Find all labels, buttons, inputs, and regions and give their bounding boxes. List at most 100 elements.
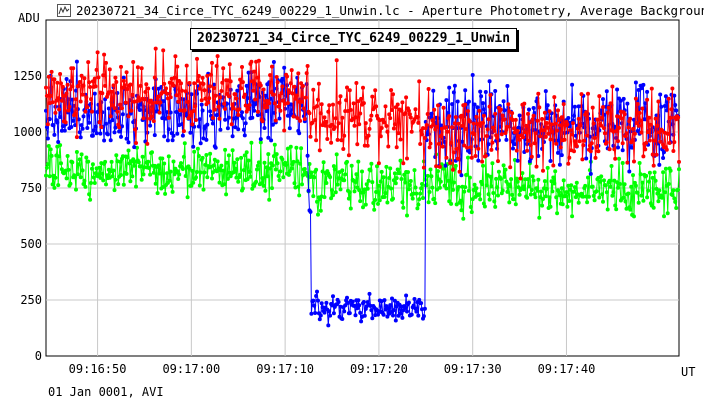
data-point xyxy=(620,161,625,165)
data-point xyxy=(567,199,572,203)
data-point xyxy=(561,178,566,183)
data-point xyxy=(342,133,347,138)
data-point xyxy=(601,199,605,204)
data-point xyxy=(637,161,642,165)
data-point xyxy=(511,146,515,151)
data-point xyxy=(236,112,241,117)
data-point xyxy=(389,88,394,93)
data-point xyxy=(166,115,171,120)
data-point xyxy=(660,128,665,133)
data-point xyxy=(50,182,55,187)
data-point xyxy=(52,185,57,190)
data-point xyxy=(277,178,282,183)
data-point xyxy=(402,172,407,177)
data-point xyxy=(120,106,124,111)
data-point xyxy=(378,134,383,139)
data-point xyxy=(553,121,558,126)
data-point xyxy=(468,205,473,209)
data-point xyxy=(670,122,675,127)
data-point xyxy=(484,183,489,188)
data-point xyxy=(472,182,477,187)
data-point xyxy=(49,69,54,74)
data-point xyxy=(602,131,607,136)
data-point xyxy=(628,207,633,212)
data-point xyxy=(225,160,229,165)
data-point xyxy=(289,166,294,171)
data-point xyxy=(592,136,597,140)
data-point xyxy=(151,86,156,91)
data-point xyxy=(328,175,333,180)
data-point xyxy=(88,197,93,202)
data-point xyxy=(352,189,357,194)
data-point xyxy=(596,149,601,154)
data-point xyxy=(505,84,510,88)
data-point xyxy=(547,109,552,114)
data-point xyxy=(79,73,84,78)
data-point xyxy=(425,112,430,116)
data-point xyxy=(110,174,115,179)
data-point xyxy=(139,177,144,182)
data-point xyxy=(244,150,249,155)
data-point xyxy=(77,80,82,84)
data-point xyxy=(487,197,492,202)
data-point xyxy=(647,170,652,175)
data-point xyxy=(469,210,474,215)
data-point xyxy=(411,191,416,196)
data-point xyxy=(165,171,169,176)
x-axis-label: UT xyxy=(681,365,696,379)
data-point xyxy=(123,100,128,105)
data-point xyxy=(524,123,529,128)
data-point xyxy=(119,134,123,139)
data-point xyxy=(292,84,297,89)
data-point xyxy=(657,130,662,135)
data-point xyxy=(273,167,278,172)
data-point xyxy=(508,165,513,170)
data-point xyxy=(382,298,387,303)
data-point xyxy=(217,116,222,121)
data-point xyxy=(278,108,283,113)
data-point xyxy=(493,204,498,209)
data-point xyxy=(532,141,537,146)
data-point xyxy=(650,175,655,180)
data-point xyxy=(594,145,599,150)
data-point xyxy=(489,184,494,189)
data-point xyxy=(130,92,135,97)
data-point xyxy=(322,115,327,120)
data-point xyxy=(613,203,618,208)
data-point xyxy=(356,298,361,303)
data-point xyxy=(346,301,350,305)
data-point xyxy=(314,167,319,172)
data-point xyxy=(400,100,405,105)
data-point xyxy=(55,80,60,85)
data-point xyxy=(146,86,151,91)
data-point xyxy=(488,174,493,179)
data-point xyxy=(191,180,196,185)
data-point xyxy=(174,110,179,114)
data-point xyxy=(597,94,602,99)
data-point xyxy=(467,175,472,180)
data-point xyxy=(443,125,448,130)
data-point xyxy=(155,191,160,196)
data-point xyxy=(584,110,589,115)
data-point xyxy=(574,180,579,185)
data-point xyxy=(508,184,513,189)
data-point xyxy=(469,155,474,160)
data-point xyxy=(119,173,123,177)
data-point xyxy=(195,91,199,96)
data-point xyxy=(343,303,348,308)
data-point xyxy=(103,83,108,88)
data-point xyxy=(492,199,497,204)
data-point xyxy=(316,212,320,217)
data-point xyxy=(262,126,267,130)
data-point xyxy=(112,188,117,193)
data-point xyxy=(46,144,51,148)
data-point xyxy=(474,114,479,119)
data-point xyxy=(571,121,575,126)
data-point xyxy=(417,79,422,84)
data-point xyxy=(398,311,403,316)
data-point xyxy=(501,99,506,104)
data-point xyxy=(177,172,182,177)
data-point xyxy=(647,115,651,120)
data-point xyxy=(465,145,470,150)
data-point xyxy=(262,160,267,165)
